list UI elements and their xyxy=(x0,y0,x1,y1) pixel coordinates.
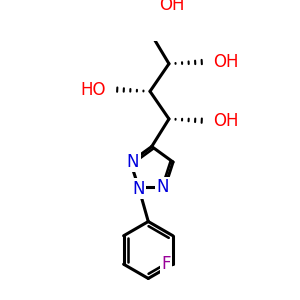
Text: N: N xyxy=(127,153,139,171)
Text: OH: OH xyxy=(213,53,239,71)
Text: F: F xyxy=(161,255,171,273)
Text: N: N xyxy=(156,178,169,196)
Text: N: N xyxy=(132,180,145,198)
Text: HO: HO xyxy=(80,81,106,99)
Text: OH: OH xyxy=(213,112,239,130)
Text: OH: OH xyxy=(159,0,184,14)
